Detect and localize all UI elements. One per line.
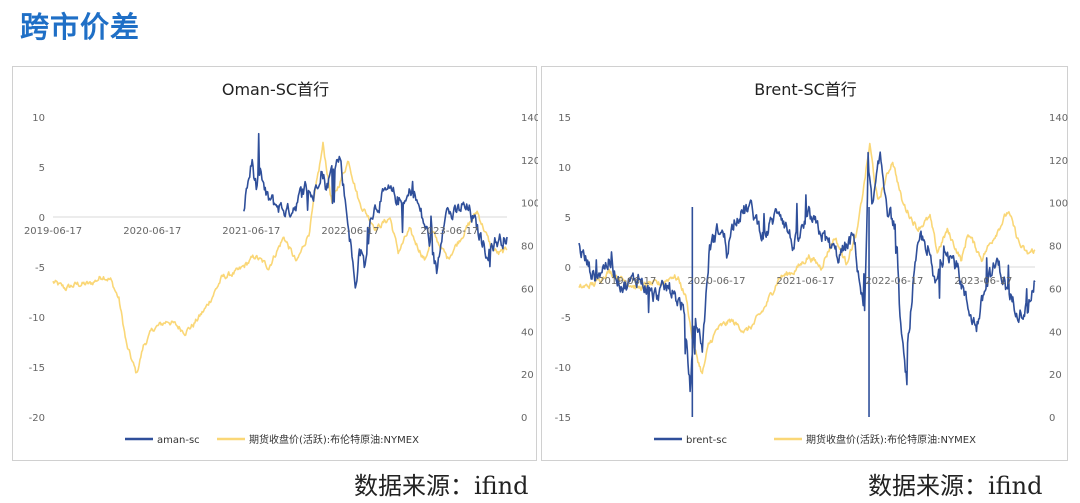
x-tick-label: 2019-06-17 [598,276,656,287]
y-right-tick-label: 20 [521,370,534,381]
y-right-tick-label: 140 [521,113,538,124]
y-right-tick-label: 20 [1049,370,1062,381]
y-left-tick-label: -10 [29,313,45,324]
y-left-tick-label: 10 [558,163,571,174]
legend-label: 期货收盘价(活跃):布伦特原油:NYMEX [806,433,976,446]
y-right-tick-label: 120 [1049,156,1068,167]
y-right-tick-label: 0 [1049,413,1055,424]
y-right-tick-label: 100 [1049,199,1068,210]
y-right-axis: 140 120 100 80 60 40 20 0 [1049,113,1068,424]
y-left-tick-label: -5 [35,263,45,274]
y-right-tick-label: 60 [1049,284,1062,295]
x-tick-label: 2020-06-17 [123,226,181,237]
x-tick-label: 2022-06-17 [865,276,923,287]
y-left-tick-label: 0 [39,213,45,224]
chart-title: Oman-SC首行 [222,80,329,99]
y-right-tick-label: 80 [521,242,534,253]
y-left-tick-label: 10 [32,113,45,124]
y-right-tick-label: 100 [521,199,538,210]
y-right-tick-label: 80 [1049,242,1062,253]
y-left-tick-label: 15 [558,113,571,124]
x-tick-label: 2020-06-17 [687,276,745,287]
chart-panel-brent-sc: Brent-SC首行 15 10 5 0 -5 -10 -15 140 120 100 80 60 40 2… [541,66,1068,461]
legend: aman-sc 期货收盘价(活跃):布伦特原油:NYMEX [125,433,419,446]
x-tick-label: 2019-06-17 [24,226,82,237]
y-right-tick-label: 40 [1049,327,1062,338]
series-line-price [578,142,1036,375]
legend-label: aman-sc [157,435,200,446]
x-tick-label: 2021-06-17 [776,276,834,287]
chart-brent-sc: Brent-SC首行 15 10 5 0 -5 -10 -15 140 120 100 80 60 40 2… [555,80,1068,446]
data-source-right: 数据来源：ifind [868,472,1043,500]
series-line-spread [578,151,1036,393]
x-tick-label: 2023-06-17 [954,276,1012,287]
y-left-tick-label: -15 [555,413,571,424]
x-tick-label: 2023-06-17 [420,226,478,237]
y-right-axis: 140 120 100 80 60 40 20 0 [521,113,538,424]
y-left-tick-label: -20 [29,413,45,424]
y-left-tick-label: -5 [561,313,571,324]
y-right-tick-label: 40 [521,327,534,338]
y-left-tick-label: 5 [565,213,571,224]
series-line-spread [243,132,508,289]
y-left-tick-label: -15 [29,363,45,374]
y-right-tick-label: 60 [521,284,534,295]
x-tick-label: 2021-06-17 [222,226,280,237]
x-axis: 2019-06-17 2020-06-17 2021-06-17 2022-06-17… [598,276,1012,287]
y-left-axis: 15 10 5 0 -5 -10 -15 [555,113,571,424]
y-left-tick-label: -10 [555,363,571,374]
chart-oman-sc: Oman-SC首行 10 5 0 -5 -10 -15 -20 140 120 100 80 60 40 2… [24,80,538,446]
x-tick-label: 2022-06-17 [321,226,379,237]
y-left-axis: 10 5 0 -5 -10 -15 -20 [29,113,45,424]
chart-title: Brent-SC首行 [754,80,857,99]
y-right-tick-label: 0 [521,413,527,424]
legend-label: brent-sc [686,435,727,446]
chart-panel-oman-sc: Oman-SC首行 10 5 0 -5 -10 -15 -20 140 120 100 80 60 40 2… [12,66,538,461]
x-axis: 2019-06-17 2020-06-17 2021-06-17 2022-06-17… [24,226,479,237]
y-left-tick-label: 0 [565,263,571,274]
page-title: 跨市价差 [20,10,141,44]
y-right-tick-label: 120 [521,156,538,167]
data-source-left: 数据来源：ifind [354,472,529,500]
y-right-tick-label: 140 [1049,113,1068,124]
legend: brent-sc 期货收盘价(活跃):布伦特原油:NYMEX [654,433,976,446]
y-left-tick-label: 5 [39,163,45,174]
legend-label: 期货收盘价(活跃):布伦特原油:NYMEX [249,433,419,446]
